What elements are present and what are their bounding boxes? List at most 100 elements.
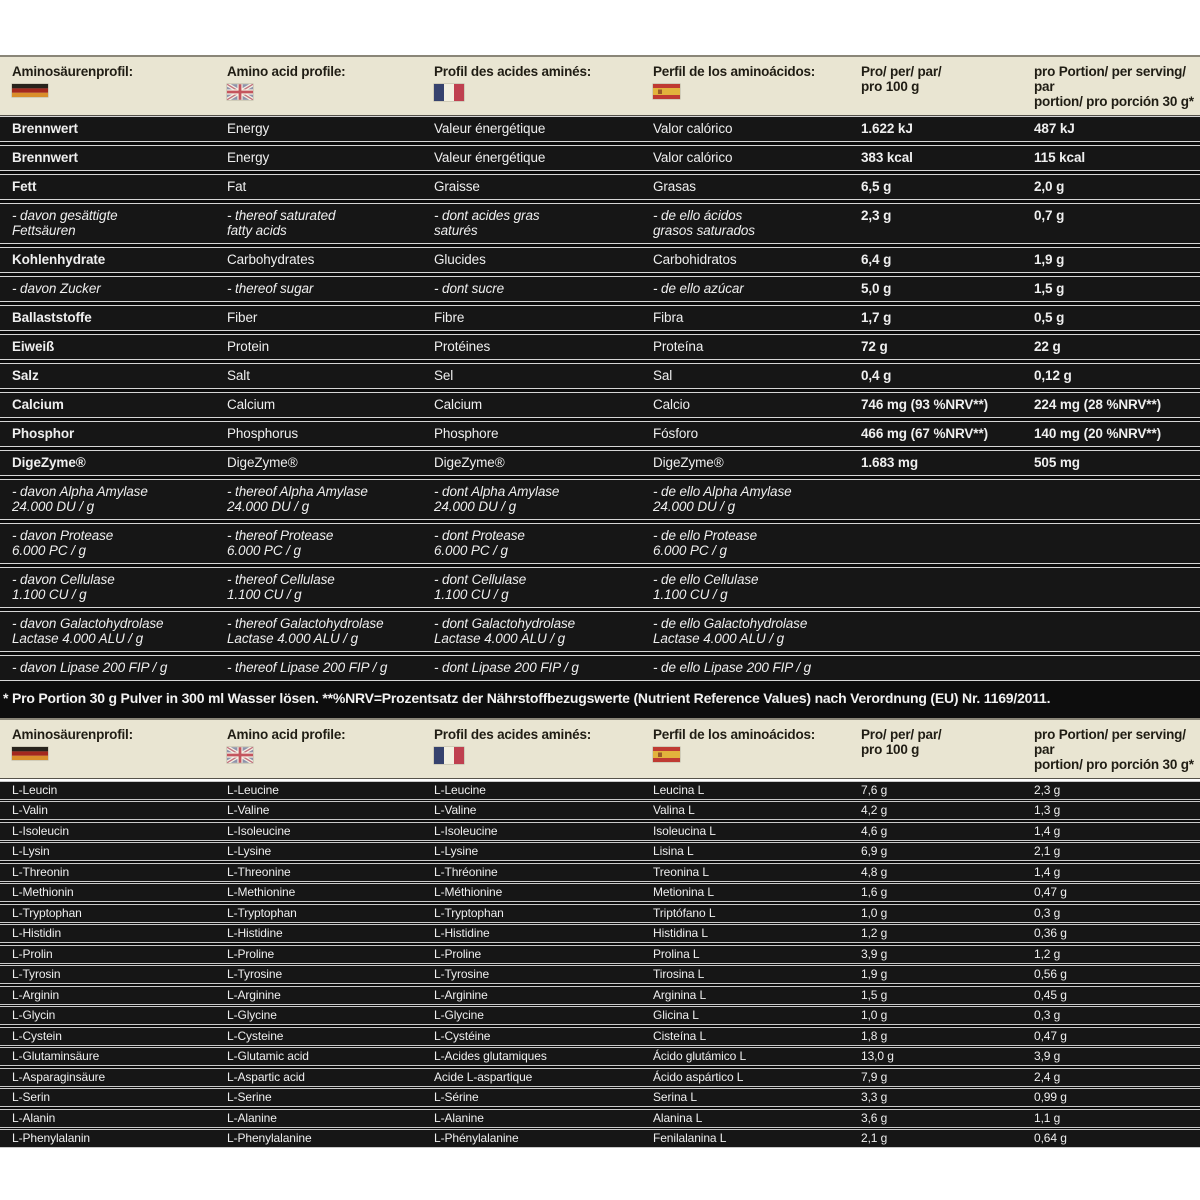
nutrient-name-fr: Valeur énergétique <box>434 150 546 165</box>
amino-name-en: L-Arginine <box>227 987 281 1002</box>
amino-table-row: L-Glycin L-Glycine L-Glycine Glicina L 1… <box>0 1006 1200 1025</box>
per-100g-value: 6,5 g <box>861 179 892 194</box>
header-label-german: Aminosäurenprofil: <box>12 727 133 742</box>
per-100g-value: 72 g <box>861 339 888 354</box>
amino-name-de: L-Leucin <box>12 782 58 797</box>
nutrient-name-fr: - dont Galactohydrolase Lactase 4.000 AL… <box>434 616 576 646</box>
uk-flag-icon <box>227 84 253 100</box>
amino-name-fr: L-Méthionine <box>434 885 503 899</box>
nutrition-table-row: Brennwert Energy Valeur énergétique Valo… <box>0 116 1200 142</box>
nutrient-name-fr: - dont acides gras saturés <box>434 208 540 238</box>
nutrient-name-es: Valor calórico <box>653 150 733 165</box>
amino-name-fr: L-Arginine <box>434 987 488 1002</box>
per-100g-value: 7,6 g <box>861 782 888 797</box>
nutrition-table-header: Aminosäurenprofil: Amino acid profile: P… <box>0 55 1200 116</box>
per-serving-value: 0,12 g <box>1034 368 1072 383</box>
nutrient-name-es: Sal <box>653 368 673 383</box>
amino-name-es: Glicina L <box>653 1008 699 1022</box>
amino-name-es: Alanina L <box>653 1110 703 1125</box>
nutrient-name-en: DigeZyme® <box>227 455 298 470</box>
amino-name-de: L-Tyrosin <box>12 967 61 981</box>
header-col-serving: pro Portion/ per serving/ par portion/ p… <box>1022 727 1200 772</box>
nutrient-name-de: Kohlenhydrate <box>12 252 106 267</box>
amino-name-es: Fenilalanina L <box>653 1131 727 1145</box>
per-100g-value <box>849 572 1022 602</box>
nutrient-name-en: Energy <box>227 150 270 165</box>
nutrient-name-de: - davon Galactohydrolase Lactase 4.000 A… <box>12 616 164 646</box>
per-serving-value: 22 g <box>1034 339 1061 354</box>
nutrient-name-es: DigeZyme® <box>653 455 724 470</box>
amino-table-row: L-Histidin L-Histidine L-Histidine Histi… <box>0 924 1200 943</box>
per-100g-value: 383 kcal <box>861 150 913 165</box>
amino-table-row: L-Methionin L-Methionine L-Méthionine Me… <box>0 883 1200 902</box>
nutrient-name-fr: DigeZyme® <box>434 455 505 470</box>
nutrition-table-row: - davon Galactohydrolase Lactase 4.000 A… <box>0 611 1200 652</box>
amino-name-es: Prolina L <box>653 946 700 961</box>
nutrient-name-es: Calcio <box>653 397 690 412</box>
nutrient-name-fr: Valeur énergétique <box>434 121 546 136</box>
amino-name-en: L-Glycine <box>227 1008 277 1022</box>
amino-name-de: L-Glycin <box>12 1008 56 1022</box>
per-serving-value <box>1022 528 1200 558</box>
nutrient-name-es: - de ello azúcar <box>653 281 744 296</box>
german-flag-icon <box>12 84 48 97</box>
amino-name-es: Serina L <box>653 1090 697 1104</box>
nutrient-name-de: - davon Cellulase 1.100 CU / g <box>12 572 115 602</box>
amino-name-es: Ácido glutámico L <box>653 1049 747 1063</box>
nutrient-name-es: Carbohidratos <box>653 252 737 267</box>
nutrition-table-row: - davon gesättigte Fettsäuren - thereof … <box>0 203 1200 244</box>
amino-name-fr: L-Isoleucine <box>434 823 498 838</box>
amino-name-en: L-Cysteine <box>227 1028 284 1043</box>
amino-name-de: L-Glutaminsäure <box>12 1049 100 1063</box>
nutrition-table-row: - davon Zucker - thereof sugar - dont su… <box>0 276 1200 302</box>
per-100g-value: 1,5 g <box>861 987 888 1002</box>
amino-name-de: L-Methionin <box>12 885 74 899</box>
per-serving-value: 0,64 g <box>1034 1131 1067 1145</box>
amino-name-fr: L-Alanine <box>434 1110 484 1125</box>
german-flag-icon <box>12 747 48 760</box>
per-100g-value: 3,9 g <box>861 946 888 961</box>
header-col-english: Amino acid profile: <box>215 64 422 109</box>
nutrient-name-fr: - dont Alpha Amylase 24.000 DU / g <box>434 484 560 514</box>
per-serving-value: 2,4 g <box>1034 1069 1061 1084</box>
amino-name-en: L-Phenylalanine <box>227 1131 312 1145</box>
amino-name-de: L-Lysin <box>12 844 50 858</box>
nutrition-table-row: Fett Fat Graisse Grasas 6,5 g 2,0 g <box>0 174 1200 200</box>
per-100g-value: 1,9 g <box>861 967 888 981</box>
nutrient-name-fr: Sel <box>434 368 454 383</box>
amino-name-es: Triptófano L <box>653 905 716 920</box>
header-label-english: Amino acid profile: <box>227 727 346 742</box>
header-label-german: Aminosäurenprofil: <box>12 64 133 79</box>
nutrition-table-row: - davon Alpha Amylase 24.000 DU / g - th… <box>0 479 1200 520</box>
per-serving-value <box>1022 484 1200 514</box>
amino-table-row: L-Tryptophan L-Tryptophan L-Tryptophan T… <box>0 903 1200 923</box>
amino-table-row: L-Alanin L-Alanine L-Alanine Alanina L 3… <box>0 1108 1200 1128</box>
nutrient-name-fr: Graisse <box>434 179 480 194</box>
amino-name-en: L-Proline <box>227 946 275 961</box>
amino-name-de: L-Threonin <box>12 864 70 879</box>
amino-name-en: L-Alanine <box>227 1110 277 1125</box>
nutrient-name-de: Brennwert <box>12 121 78 136</box>
amino-name-es: Valina L <box>653 803 695 817</box>
per-serving-value: 224 mg (28 %NRV**) <box>1034 397 1162 412</box>
nutrition-table-row: - davon Lipase 200 FIP / g - thereof Lip… <box>0 655 1200 681</box>
per-serving-value: 0,45 g <box>1034 987 1067 1002</box>
header-label-spanish: Perfil de los aminoácidos: <box>653 727 816 742</box>
nutrition-table-row: Kohlenhydrate Carbohydrates Glucides Car… <box>0 247 1200 273</box>
amino-name-en: L-Threonine <box>227 864 291 879</box>
header-col-per100: Pro/ per/ par/ pro 100 g <box>849 64 1022 109</box>
amino-name-es: Tirosina L <box>653 967 705 981</box>
per-serving-value: 487 kJ <box>1034 121 1075 136</box>
nutrition-table-row: - davon Cellulase 1.100 CU / g - thereof… <box>0 567 1200 608</box>
amino-name-de: L-Alanin <box>12 1110 56 1125</box>
nutrition-table-row: Brennwert Energy Valeur énergétique Valo… <box>0 145 1200 171</box>
amino-name-fr: Acide L-aspartique <box>434 1069 533 1084</box>
amino-name-es: Histidina L <box>653 926 708 940</box>
nutrient-name-en: Energy <box>227 121 270 136</box>
nutrient-name-es: Proteína <box>653 339 704 354</box>
header-col-french: Profil des acides aminés: <box>422 727 641 772</box>
nutrient-name-fr: Protéines <box>434 339 491 354</box>
nutrient-name-fr: - dont Cellulase 1.100 CU / g <box>434 572 527 602</box>
per-100g-value: 1,0 g <box>861 905 888 920</box>
amino-name-en: L-Histidine <box>227 926 283 940</box>
